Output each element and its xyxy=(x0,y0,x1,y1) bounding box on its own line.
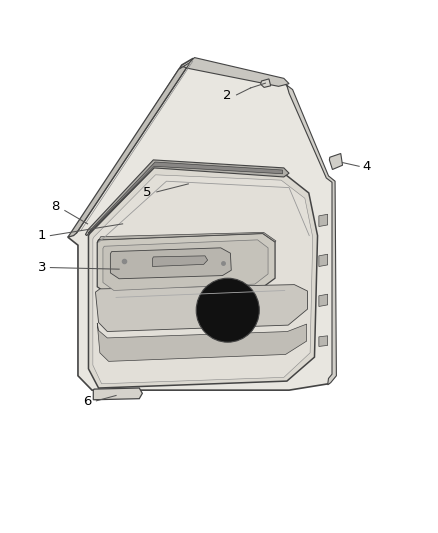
Polygon shape xyxy=(183,58,289,86)
Polygon shape xyxy=(97,232,276,243)
Polygon shape xyxy=(88,167,318,388)
Text: 6: 6 xyxy=(83,395,91,408)
Polygon shape xyxy=(319,336,328,346)
Ellipse shape xyxy=(196,278,259,342)
Polygon shape xyxy=(319,294,328,306)
Text: 8: 8 xyxy=(51,200,60,213)
Polygon shape xyxy=(152,256,208,266)
Text: 5: 5 xyxy=(143,187,152,199)
Polygon shape xyxy=(93,175,313,384)
Text: 4: 4 xyxy=(363,160,371,173)
Polygon shape xyxy=(93,388,142,400)
Polygon shape xyxy=(329,154,343,169)
Polygon shape xyxy=(97,233,275,296)
Text: 1: 1 xyxy=(38,229,46,242)
Polygon shape xyxy=(110,248,231,279)
Polygon shape xyxy=(95,285,307,332)
Polygon shape xyxy=(103,240,268,290)
Polygon shape xyxy=(319,254,328,266)
Polygon shape xyxy=(68,59,335,390)
Polygon shape xyxy=(261,79,271,87)
Text: 3: 3 xyxy=(38,261,46,274)
Text: 2: 2 xyxy=(223,90,231,102)
Polygon shape xyxy=(287,85,336,385)
Polygon shape xyxy=(85,160,289,236)
Polygon shape xyxy=(319,214,328,227)
Polygon shape xyxy=(97,323,307,361)
Polygon shape xyxy=(68,65,188,237)
Polygon shape xyxy=(88,162,283,233)
